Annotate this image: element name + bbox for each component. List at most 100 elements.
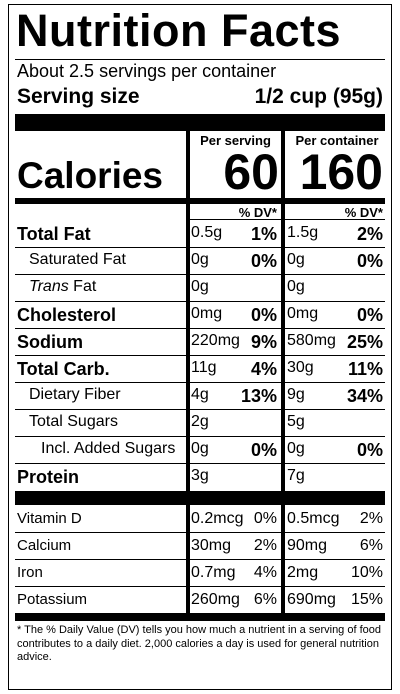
row-rule — [15, 436, 385, 437]
nutrient-name: Sodium — [17, 332, 83, 352]
vitamin-name: Iron — [17, 564, 43, 581]
nutrient-name: Total Sugars — [29, 413, 118, 430]
amount: 30g — [287, 359, 314, 376]
daily-value: 15% — [350, 591, 383, 608]
amount: 7g — [287, 467, 305, 484]
row-rule — [15, 463, 385, 464]
column-header: Per serving — [200, 133, 271, 148]
amount: 220mg — [191, 332, 240, 349]
row-rule — [15, 532, 385, 533]
amount: 30mg — [191, 537, 232, 554]
nutrient-name: Total Fat — [17, 224, 91, 244]
daily-value: 6% — [253, 591, 277, 608]
row-rule — [15, 382, 385, 383]
amount: 0.7mg — [191, 564, 236, 581]
row-rule — [15, 301, 385, 302]
daily-value: 0% — [250, 305, 277, 325]
amount: 1.5g — [287, 224, 319, 241]
amount: 90mg — [287, 537, 328, 554]
amount: 0mg — [191, 305, 223, 322]
amount: 0g — [191, 278, 209, 295]
amount: 5g — [287, 413, 305, 430]
daily-value: 4% — [250, 359, 277, 379]
title: Nutrition Facts — [16, 5, 342, 56]
dv-header: % DV* — [344, 205, 383, 220]
amount: 0g — [191, 440, 209, 457]
daily-value: 2% — [359, 510, 383, 527]
daily-value: 2% — [253, 537, 277, 554]
daily-value: 0% — [356, 251, 383, 271]
nutrition-label: Nutrition Facts About 2.5 servings per co… — [8, 4, 392, 690]
daily-value: 13% — [240, 386, 277, 406]
nutrient-name-italic: Trans — [29, 278, 69, 295]
nutrient-name: Total Carb. — [17, 359, 110, 379]
amount: 9g — [287, 386, 305, 403]
thick-bar — [15, 613, 385, 621]
amount: 0.2mcg — [191, 510, 244, 527]
nutrient-name-rest: Fat — [73, 278, 97, 295]
row-rule — [15, 247, 385, 248]
daily-value: 0% — [250, 440, 277, 460]
vitamin-name: Potassium — [17, 591, 88, 608]
thick-bar — [15, 114, 385, 131]
daily-value: 1% — [250, 224, 277, 244]
column-divider — [281, 131, 285, 617]
row-rule — [15, 586, 385, 587]
row-rule — [15, 559, 385, 560]
amount: 0.5mcg — [287, 510, 340, 527]
amount: 2mg — [287, 564, 319, 581]
amount: 3g — [191, 467, 209, 484]
calories-value: 160 — [299, 144, 383, 200]
daily-value: 0% — [356, 305, 383, 325]
daily-value: 4% — [253, 564, 277, 581]
column-divider — [186, 131, 190, 617]
nutrient-name: Dietary Fiber — [29, 386, 121, 403]
row-rule — [15, 328, 385, 329]
daily-value: 6% — [359, 537, 383, 554]
daily-value: 0% — [250, 251, 277, 271]
row-rule — [15, 274, 385, 275]
daily-value: 0% — [253, 510, 277, 527]
footnote: * The % Daily Value (DV) tells you how m… — [17, 624, 381, 663]
nutrient-name: Trans Fat — [29, 278, 96, 296]
nutrient-name: Protein — [17, 467, 80, 487]
daily-value: 2% — [356, 224, 383, 244]
thick-bar — [15, 198, 385, 204]
amount: 2g — [191, 413, 209, 430]
daily-value: 9% — [250, 332, 277, 352]
amount: 0g — [191, 251, 209, 268]
calories-label: Calories — [17, 155, 164, 196]
calories-value: 60 — [223, 144, 279, 200]
serving-size: 1/2 cup (95g) — [254, 85, 383, 108]
column-header: Per container — [295, 133, 379, 148]
row-rule — [186, 219, 385, 220]
amount: 0g — [287, 440, 305, 457]
amount: 0g — [287, 278, 305, 295]
nutrient-name: Cholesterol — [17, 305, 117, 325]
servings: About 2.5 servings per container — [17, 61, 277, 81]
nutrient-name: Incl. Added Sugars — [41, 440, 176, 457]
daily-value: 10% — [350, 564, 383, 581]
amount: 4g — [191, 386, 209, 403]
serving-size-label: Serving size — [17, 85, 140, 108]
amount: 580mg — [287, 332, 336, 349]
amount: 0g — [287, 251, 305, 268]
amount: 0.5g — [191, 224, 223, 241]
daily-value: 0% — [356, 440, 383, 460]
amount: 690mg — [287, 591, 336, 608]
daily-value: 25% — [346, 332, 383, 352]
row-rule — [15, 409, 385, 410]
daily-value: 34% — [346, 386, 383, 406]
dv-header: % DV* — [238, 205, 277, 220]
vitamin-name: Calcium — [17, 537, 72, 554]
thick-bar — [15, 491, 385, 505]
rule — [15, 59, 385, 60]
daily-value: 11% — [347, 359, 383, 379]
vitamin-name: Vitamin D — [17, 510, 82, 527]
nutrient-name: Saturated Fat — [29, 251, 126, 268]
amount: 0mg — [287, 305, 319, 322]
amount: 11g — [191, 359, 217, 376]
amount: 260mg — [191, 591, 240, 608]
row-rule — [15, 355, 385, 356]
